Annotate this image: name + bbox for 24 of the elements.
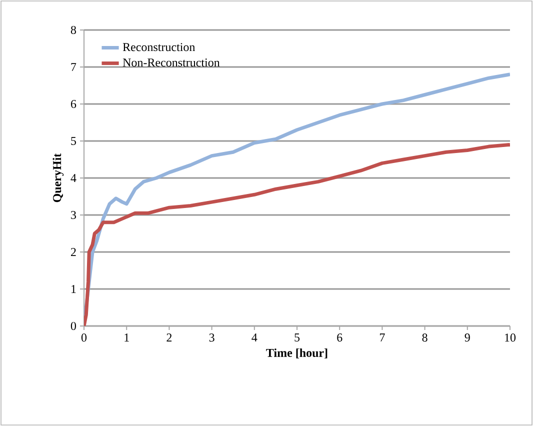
x-tick-label: 7 [380, 334, 385, 342]
x-tick-label: 0 [81, 334, 87, 342]
x-tick-label: 1 [124, 334, 129, 342]
y-tick-label: 4 [70, 174, 76, 182]
y-tick-label: 3 [71, 210, 76, 220]
y-axis-title: QueryHit [52, 153, 64, 202]
x-tick-label: 4 [252, 334, 258, 342]
y-tick-label: 6 [70, 100, 76, 108]
legend-label: Reconstruction [122, 43, 196, 52]
x-tick-label: 10 [505, 334, 516, 342]
x-tick-label: 6 [337, 334, 342, 342]
x-axis-title: Time [hour] [266, 348, 328, 358]
legend-label: Non-Reconstruction [122, 58, 220, 67]
x-tick-label: 3 [209, 334, 214, 342]
x-tick-label: 5 [294, 334, 300, 342]
y-tick-label: 2 [71, 248, 76, 256]
y-tick-label: 0 [70, 322, 76, 330]
y-tick-label: 7 [71, 63, 76, 71]
x-tick-label: 2 [166, 334, 172, 342]
x-tick-label: 8 [422, 334, 428, 342]
y-tick-label: 8 [70, 26, 76, 34]
x-tick-label: 9 [464, 334, 470, 342]
y-tick-label: 1 [72, 285, 76, 293]
y-tick-label: 5 [71, 137, 76, 145]
